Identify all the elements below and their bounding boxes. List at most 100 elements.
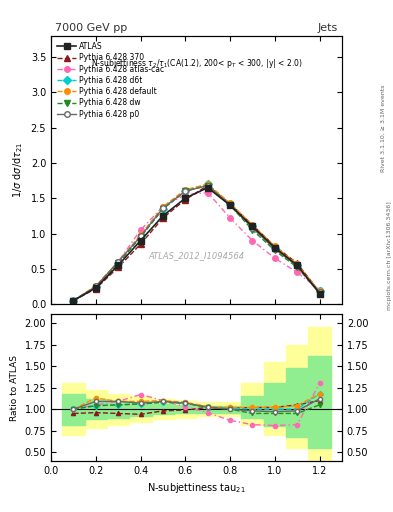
ATLAS bbox=[272, 245, 277, 251]
Pythia 6.428 dw bbox=[295, 264, 299, 270]
Pythia 6.428 dw bbox=[272, 247, 277, 253]
Line: Pythia 6.428 d6t: Pythia 6.428 d6t bbox=[71, 181, 322, 303]
Pythia 6.428 d6t bbox=[295, 262, 299, 268]
Pythia 6.428 370 bbox=[250, 222, 255, 228]
Pythia 6.428 d6t bbox=[183, 188, 188, 194]
ATLAS bbox=[138, 238, 143, 244]
ATLAS bbox=[205, 184, 210, 190]
Pythia 6.428 p0 bbox=[161, 205, 165, 211]
Pythia 6.428 atlas-cac bbox=[272, 255, 277, 261]
Pythia 6.428 default bbox=[250, 222, 255, 228]
ATLAS bbox=[317, 290, 322, 296]
Pythia 6.428 d6t bbox=[317, 288, 322, 294]
Pythia 6.428 atlas-cac bbox=[161, 204, 165, 210]
Pythia 6.428 p0 bbox=[116, 259, 121, 265]
Pythia 6.428 p0 bbox=[317, 289, 322, 295]
Pythia 6.428 370 bbox=[116, 264, 121, 270]
Pythia 6.428 default bbox=[228, 200, 232, 206]
Pythia 6.428 default bbox=[295, 261, 299, 267]
Pythia 6.428 atlas-cac bbox=[116, 259, 121, 265]
ATLAS bbox=[295, 262, 299, 268]
Line: Pythia 6.428 dw: Pythia 6.428 dw bbox=[71, 183, 322, 303]
Pythia 6.428 atlas-cac bbox=[228, 215, 232, 221]
Pythia 6.428 p0 bbox=[295, 263, 299, 269]
Pythia 6.428 p0 bbox=[250, 225, 255, 231]
Pythia 6.428 default bbox=[317, 288, 322, 294]
Pythia 6.428 d6t bbox=[138, 234, 143, 240]
Pythia 6.428 default bbox=[272, 243, 277, 249]
ATLAS bbox=[183, 195, 188, 201]
Text: N-subjettiness $\tau_2/\tau_1$(CA(1.2), 200< p$_T$ < 300, |y| < 2.0): N-subjettiness $\tau_2/\tau_1$(CA(1.2), … bbox=[91, 57, 302, 70]
Pythia 6.428 d6t bbox=[71, 297, 76, 304]
Pythia 6.428 default bbox=[161, 204, 165, 210]
Pythia 6.428 atlas-cac bbox=[71, 297, 76, 304]
ATLAS bbox=[228, 202, 232, 208]
Pythia 6.428 d6t bbox=[250, 223, 255, 229]
ATLAS bbox=[71, 297, 76, 304]
Pythia 6.428 atlas-cac bbox=[250, 238, 255, 244]
Pythia 6.428 dw bbox=[116, 260, 121, 266]
ATLAS bbox=[94, 285, 98, 291]
ATLAS bbox=[161, 213, 165, 219]
Pythia 6.428 p0 bbox=[71, 297, 76, 304]
Pythia 6.428 dw bbox=[138, 234, 143, 240]
Pythia 6.428 d6t bbox=[94, 284, 98, 290]
Pythia 6.428 370 bbox=[295, 260, 299, 266]
Line: Pythia 6.428 p0: Pythia 6.428 p0 bbox=[71, 183, 322, 303]
Pythia 6.428 atlas-cac bbox=[295, 269, 299, 275]
Text: Rivet 3.1.10, ≥ 3.1M events: Rivet 3.1.10, ≥ 3.1M events bbox=[381, 84, 386, 172]
Text: ATLAS_2012_I1094564: ATLAS_2012_I1094564 bbox=[149, 251, 244, 260]
Pythia 6.428 default bbox=[205, 181, 210, 187]
Pythia 6.428 atlas-cac bbox=[317, 287, 322, 293]
Pythia 6.428 p0 bbox=[183, 188, 188, 194]
Pythia 6.428 atlas-cac bbox=[138, 227, 143, 233]
ATLAS bbox=[116, 262, 121, 268]
Line: Pythia 6.428 default: Pythia 6.428 default bbox=[71, 181, 322, 303]
Pythia 6.428 p0 bbox=[94, 283, 98, 289]
Pythia 6.428 dw bbox=[317, 290, 322, 296]
Pythia 6.428 default bbox=[116, 259, 121, 265]
Text: mcplots.cern.ch [arXiv:1306.3436]: mcplots.cern.ch [arXiv:1306.3436] bbox=[387, 202, 391, 310]
Pythia 6.428 dw bbox=[183, 188, 188, 194]
Pythia 6.428 370 bbox=[272, 243, 277, 249]
Pythia 6.428 d6t bbox=[228, 201, 232, 207]
Pythia 6.428 d6t bbox=[205, 181, 210, 187]
Pythia 6.428 dw bbox=[94, 284, 98, 290]
Pythia 6.428 default bbox=[138, 232, 143, 238]
Pythia 6.428 d6t bbox=[161, 206, 165, 212]
Pythia 6.428 p0 bbox=[228, 202, 232, 208]
Y-axis label: Ratio to ATLAS: Ratio to ATLAS bbox=[10, 355, 19, 421]
Pythia 6.428 370 bbox=[138, 241, 143, 247]
Pythia 6.428 d6t bbox=[116, 260, 121, 266]
Pythia 6.428 dw bbox=[71, 297, 76, 304]
Pythia 6.428 370 bbox=[228, 201, 232, 207]
Y-axis label: 1/$\sigma$ d$\sigma$/d$\tau_{21}$: 1/$\sigma$ d$\sigma$/d$\tau_{21}$ bbox=[11, 142, 25, 198]
Pythia 6.428 dw bbox=[228, 202, 232, 208]
Pythia 6.428 dw bbox=[205, 182, 210, 188]
Pythia 6.428 d6t bbox=[272, 245, 277, 251]
Pythia 6.428 370 bbox=[183, 197, 188, 203]
Line: ATLAS: ATLAS bbox=[71, 185, 322, 303]
Pythia 6.428 dw bbox=[161, 206, 165, 212]
Pythia 6.428 atlas-cac bbox=[183, 191, 188, 198]
Line: Pythia 6.428 atlas-cac: Pythia 6.428 atlas-cac bbox=[71, 190, 322, 303]
Pythia 6.428 p0 bbox=[138, 233, 143, 240]
X-axis label: N-subjettiness tau$_{21}$: N-subjettiness tau$_{21}$ bbox=[147, 481, 246, 495]
Pythia 6.428 atlas-cac bbox=[205, 189, 210, 196]
Line: Pythia 6.428 370: Pythia 6.428 370 bbox=[71, 183, 322, 303]
Legend: ATLAS, Pythia 6.428 370, Pythia 6.428 atlas-cac, Pythia 6.428 d6t, Pythia 6.428 : ATLAS, Pythia 6.428 370, Pythia 6.428 at… bbox=[55, 39, 167, 121]
Pythia 6.428 default bbox=[71, 297, 76, 304]
Pythia 6.428 atlas-cac bbox=[94, 284, 98, 290]
Pythia 6.428 dw bbox=[250, 227, 255, 233]
Pythia 6.428 default bbox=[94, 283, 98, 289]
ATLAS bbox=[250, 223, 255, 229]
Text: 7000 GeV pp: 7000 GeV pp bbox=[55, 23, 127, 33]
Pythia 6.428 370 bbox=[71, 297, 76, 304]
Pythia 6.428 p0 bbox=[272, 246, 277, 252]
Pythia 6.428 default bbox=[183, 187, 188, 193]
Text: Jets: Jets bbox=[318, 23, 338, 33]
Pythia 6.428 p0 bbox=[205, 182, 210, 188]
Pythia 6.428 370 bbox=[161, 215, 165, 221]
Pythia 6.428 370 bbox=[94, 286, 98, 292]
Pythia 6.428 370 bbox=[317, 289, 322, 295]
